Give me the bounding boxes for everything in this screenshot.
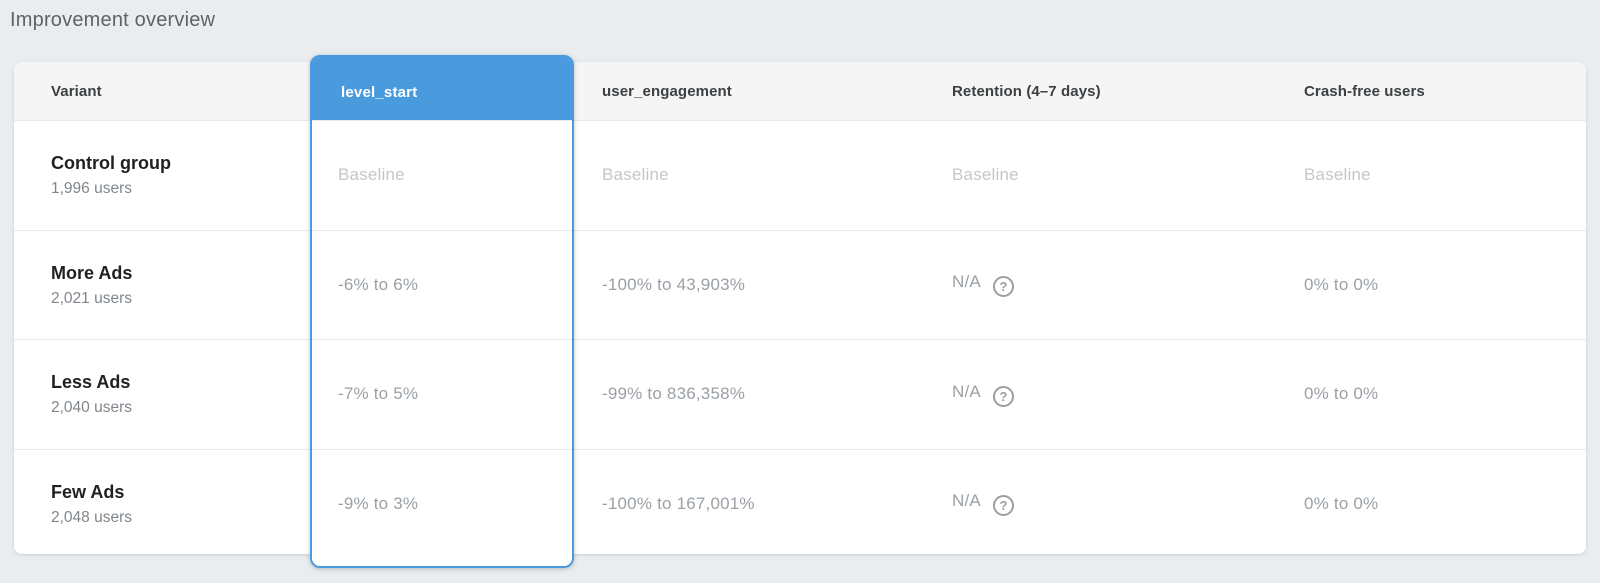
retention-cell: N/A? [924,382,1276,407]
user-engagement-cell: -99% to 836,358% [602,384,746,404]
improvement-table: Variant user_engagement Retention (4–7 d… [14,62,1586,554]
variant-name: Few Ads [51,481,125,502]
level-start-cell: -7% to 5% [338,384,419,404]
column-header-user-engagement[interactable]: user_engagement [602,82,732,100]
column-header-variant: Variant [51,82,102,100]
level-start-cell: Baseline [338,165,405,185]
level-start-cell: -9% to 3% [338,493,419,513]
user-engagement-cell: -100% to 43,903% [602,274,746,294]
help-icon[interactable]: ? [992,276,1014,298]
variant-user-count: 2,040 users [51,399,132,417]
help-icon[interactable]: ? [992,385,1014,407]
level-start-cell: -6% to 6% [338,274,419,294]
table-row-more-ads: More Ads 2,021 users -6% to 6% -100% to … [14,229,1586,340]
page-title: Improvement overview [10,9,216,31]
retention-cell: N/A? [924,491,1276,517]
variant-user-count: 2,048 users [51,508,132,526]
user-engagement-cell: -100% to 167,001% [602,493,755,513]
retention-cell: Baseline [952,165,1019,185]
variant-cell: Few Ads 2,048 users [14,481,310,527]
column-header-retention[interactable]: Retention (4–7 days) [952,82,1101,100]
variant-cell: Less Ads 2,040 users [14,371,310,417]
variant-name: More Ads [51,262,133,283]
crash-free-cell: 0% to 0% [1304,274,1379,294]
variant-name: Control group [51,153,171,174]
table-header-row: Variant user_engagement Retention (4–7 d… [14,62,1586,120]
crash-free-cell: 0% to 0% [1304,384,1379,404]
user-engagement-cell: Baseline [602,165,669,185]
variant-cell: More Ads 2,021 users [14,262,310,308]
table-row-less-ads: Less Ads 2,040 users -7% to 5% -99% to 8… [14,339,1586,449]
selected-column-header-level-start[interactable]: level_start [312,57,572,120]
crash-free-cell: Baseline [1304,165,1371,185]
column-header-crash-free[interactable]: Crash-free users [1304,82,1425,100]
variant-name: Less Ads [51,372,131,393]
selected-column-bottom-cap [312,554,572,566]
variant-user-count: 2,021 users [51,289,132,307]
crash-free-cell: 0% to 0% [1304,493,1379,513]
retention-cell: N/A? [924,272,1276,298]
table-row-control-group: Control group 1,996 users Baseline Basel… [14,120,1586,230]
help-icon[interactable]: ? [992,495,1014,517]
table-row-few-ads: Few Ads 2,048 users -9% to 3% -100% to 1… [14,448,1586,555]
variant-cell: Control group 1,996 users [14,152,310,198]
variant-user-count: 1,996 users [51,180,132,198]
